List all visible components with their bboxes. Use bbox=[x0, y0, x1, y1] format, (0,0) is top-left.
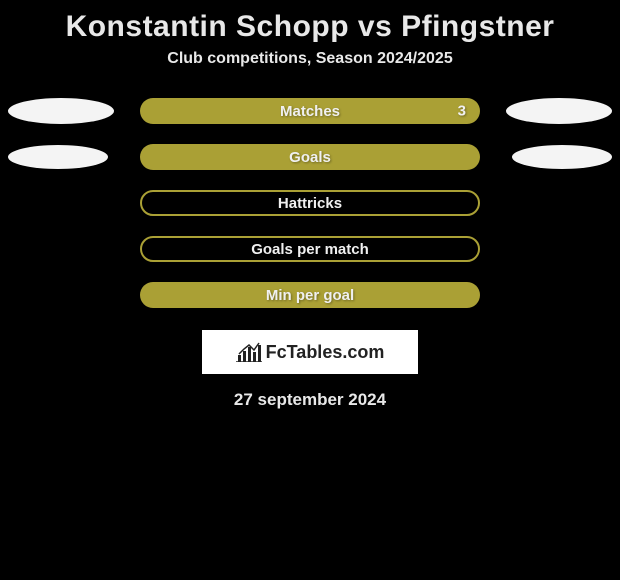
stat-value: 3 bbox=[458, 103, 466, 120]
stat-row: Goals per match bbox=[0, 236, 620, 262]
stat-row: Hattricks bbox=[0, 190, 620, 216]
stat-pill: Goals bbox=[140, 144, 480, 170]
stat-label: Hattricks bbox=[278, 195, 342, 212]
stat-pill: Goals per match bbox=[140, 236, 480, 262]
right-value-blob bbox=[506, 98, 612, 124]
stat-pill: Matches 3 bbox=[140, 98, 480, 124]
stat-pill: Min per goal bbox=[140, 282, 480, 308]
stat-pill: Hattricks bbox=[140, 190, 480, 216]
footer-date: 27 september 2024 bbox=[0, 390, 620, 410]
stats-container: Matches 3 Goals Hattricks Goals per match Min… bbox=[0, 98, 620, 308]
bars-chart-icon bbox=[236, 342, 262, 362]
stat-label: Matches bbox=[280, 103, 340, 120]
stat-row: Matches 3 bbox=[0, 98, 620, 124]
right-value-blob bbox=[512, 145, 612, 169]
season-subtitle: Club competitions, Season 2024/2025 bbox=[0, 50, 620, 98]
stat-label: Goals bbox=[289, 149, 331, 166]
left-value-blob bbox=[8, 145, 108, 169]
logo-box: FcTables.com bbox=[202, 330, 418, 374]
stat-label: Min per goal bbox=[266, 287, 354, 304]
stat-label: Goals per match bbox=[251, 241, 369, 258]
left-value-blob bbox=[8, 98, 114, 124]
stat-row: Min per goal bbox=[0, 282, 620, 308]
logo-text: FcTables.com bbox=[266, 342, 385, 363]
stat-row: Goals bbox=[0, 144, 620, 170]
page-title: Konstantin Schopp vs Pfingstner bbox=[0, 0, 620, 50]
